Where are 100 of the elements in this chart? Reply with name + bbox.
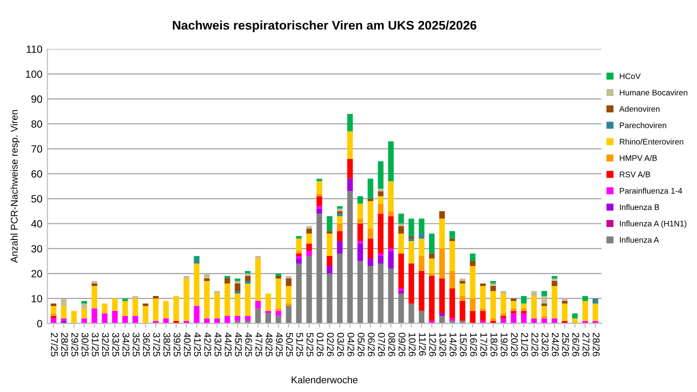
x-tick-label: 27/26 — [582, 332, 590, 356]
bar — [286, 303, 292, 306]
bar — [92, 308, 98, 324]
y-tick-label: 100 — [26, 70, 42, 78]
legend-label: RSV A/B — [620, 171, 650, 178]
bar — [255, 300, 261, 308]
bar — [470, 266, 476, 298]
bar — [449, 288, 456, 318]
bar — [326, 231, 332, 234]
legend-label: Influenza A — [620, 236, 660, 243]
bar — [552, 280, 558, 286]
bar — [449, 318, 456, 321]
bar — [234, 316, 240, 321]
bar — [541, 316, 548, 318]
bar — [286, 278, 292, 286]
bar — [510, 308, 516, 311]
legend-label: Adenoviren — [619, 106, 660, 112]
bar — [296, 256, 302, 259]
bar — [92, 280, 98, 284]
bar — [398, 290, 404, 294]
x-tick-label: 02/26 — [326, 332, 334, 356]
x-tick-label: 03/26 — [337, 332, 344, 356]
bar — [214, 293, 220, 318]
y-tick-label: 30 — [31, 245, 42, 252]
bar — [50, 303, 56, 306]
bar — [378, 254, 384, 256]
legend-label: Influenza A (H1N1) — [620, 220, 686, 228]
bar — [194, 264, 200, 306]
x-tick-label: 48/25 — [266, 332, 273, 356]
bar — [552, 318, 558, 324]
bar — [326, 216, 332, 232]
bar — [50, 316, 56, 318]
bar — [500, 313, 506, 316]
x-tick-label: 27/25 — [50, 332, 58, 356]
bar — [439, 211, 445, 219]
x-tick-label: 40/25 — [184, 332, 191, 356]
bar — [439, 278, 445, 314]
bar — [408, 218, 414, 236]
x-tick-label: 20/26 — [510, 332, 518, 356]
x-tick-label: 31/25 — [92, 332, 99, 356]
bar — [470, 261, 476, 266]
bar — [408, 238, 414, 242]
bar — [408, 303, 414, 324]
bar — [347, 178, 353, 192]
legend-label: HCoV — [620, 73, 641, 80]
bar — [194, 256, 200, 259]
bar — [81, 303, 88, 308]
bar — [112, 298, 118, 311]
bar — [326, 274, 332, 324]
bar — [296, 264, 302, 324]
bar — [368, 238, 374, 259]
bar — [357, 204, 364, 219]
bar — [490, 286, 496, 291]
bar — [562, 303, 568, 321]
bar — [510, 310, 516, 314]
x-tick-label: 04/26 — [347, 332, 355, 356]
bar — [50, 313, 56, 316]
y-tick-label: 90 — [31, 95, 42, 103]
bar — [152, 298, 159, 321]
bar — [418, 271, 424, 311]
bar — [92, 286, 98, 308]
bar — [368, 266, 374, 324]
bar — [418, 256, 424, 272]
bar — [378, 161, 384, 189]
bar — [276, 274, 282, 276]
bar — [368, 228, 374, 239]
bar — [265, 293, 272, 311]
bar — [296, 254, 302, 256]
bar — [368, 258, 374, 266]
y-tick-label: 60 — [31, 170, 42, 178]
bar — [286, 286, 292, 304]
bar — [480, 283, 486, 286]
bar — [521, 310, 527, 314]
bar — [368, 178, 374, 199]
x-tick-label: 45/25 — [234, 332, 242, 356]
y-tick-label: 110 — [26, 46, 42, 53]
x-tick-label: 17/26 — [480, 333, 488, 356]
bar — [336, 208, 343, 212]
bar — [378, 264, 384, 324]
bar — [398, 254, 404, 288]
y-tick-label: 50 — [31, 195, 42, 203]
bar — [398, 224, 404, 226]
bar — [388, 248, 394, 252]
bar — [255, 256, 261, 259]
x-tick-label: 19/26 — [500, 333, 508, 356]
bar — [592, 298, 598, 304]
bar — [244, 316, 251, 321]
bar — [142, 303, 148, 306]
x-tick-label: 06/26 — [368, 332, 375, 356]
bar — [316, 206, 322, 209]
bar — [326, 256, 332, 266]
bar — [204, 280, 210, 318]
bar — [582, 296, 588, 301]
bar — [449, 271, 456, 288]
x-tick-label: 14/26 — [450, 333, 457, 356]
bar — [234, 290, 240, 294]
x-tick-label: 28/26 — [592, 332, 600, 356]
bar — [50, 306, 56, 314]
bar — [163, 318, 169, 324]
bar — [224, 316, 230, 324]
